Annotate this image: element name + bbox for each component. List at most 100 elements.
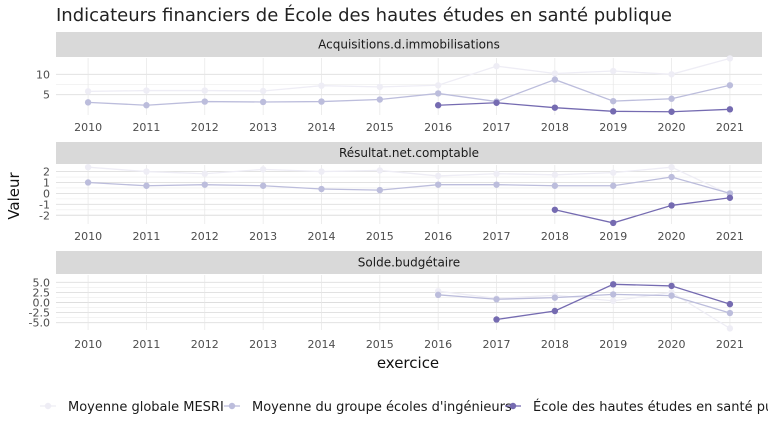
series-line — [438, 102, 730, 113]
data-point — [610, 219, 617, 227]
data-point — [434, 82, 442, 89]
data-point — [84, 99, 92, 106]
data-point — [434, 181, 442, 188]
facet-strip-label: Résultat.net.comptable — [339, 146, 479, 160]
x-tick-label: 2012 — [191, 338, 219, 351]
data-point — [726, 325, 734, 332]
y-axis-title: Valeur — [5, 171, 23, 219]
data-point — [318, 98, 325, 105]
data-point — [143, 102, 150, 109]
x-tick-label: 2016 — [424, 230, 452, 243]
x-tick-label: 2020 — [658, 338, 686, 351]
data-point — [610, 291, 617, 298]
data-point — [726, 82, 734, 89]
x-tick-label: 2014 — [307, 338, 335, 351]
legend-label: Moyenne globale MESRI — [68, 400, 224, 415]
legend-key-point — [228, 402, 236, 410]
x-tick-label: 2018 — [541, 121, 569, 134]
facet-panel: Acquisitions.d.immobilisations 5 10 2010 201… — [36, 32, 762, 134]
x-tick-label: 2021 — [716, 338, 744, 351]
x-tick-label: 2015 — [366, 230, 394, 243]
y-tick-label: 2.5 — [33, 286, 51, 299]
data-point — [493, 170, 500, 177]
data-point — [610, 281, 617, 288]
data-point — [201, 181, 208, 188]
data-point — [201, 87, 208, 94]
facet-strip-label: Acquisitions.d.immobilisations — [318, 38, 500, 52]
facet-strip — [56, 251, 762, 274]
data-point — [726, 194, 734, 201]
y-tick-label: 0.0 — [33, 297, 51, 310]
series-line — [438, 293, 731, 314]
data-point — [318, 168, 325, 175]
legend-label: Moyenne du groupe écoles d'ingénieurs — [252, 400, 512, 415]
data-point — [376, 167, 384, 174]
data-point — [493, 62, 500, 70]
x-axis-title: exercice — [377, 354, 439, 372]
data-point — [551, 104, 559, 111]
x-tick-label: 2019 — [599, 121, 627, 134]
series-line — [88, 78, 731, 106]
x-tick-label: 2018 — [541, 338, 569, 351]
data-point — [726, 106, 734, 113]
x-tick-label: 2018 — [541, 230, 569, 243]
data-point — [493, 316, 500, 323]
data-point — [434, 90, 442, 97]
facet-strip — [56, 142, 762, 164]
x-tick-label: 2011 — [132, 230, 160, 243]
data-point — [668, 173, 675, 181]
y-tick-label: -2 — [39, 209, 50, 222]
data-point — [493, 99, 500, 106]
x-tick-label: 2013 — [249, 121, 277, 134]
x-tick-label: 2010 — [74, 230, 102, 243]
x-tick-label: 2010 — [74, 121, 102, 134]
facet-strip — [56, 32, 762, 57]
series-line — [88, 176, 731, 195]
series-line — [88, 57, 731, 93]
x-tick-label: 2011 — [132, 338, 160, 351]
x-tick-label: 2020 — [658, 230, 686, 243]
data-point — [551, 206, 559, 213]
data-point — [668, 202, 675, 209]
data-point — [551, 182, 559, 189]
data-point — [551, 307, 559, 315]
x-tick-label: 2014 — [307, 121, 335, 134]
x-tick-label: 2013 — [249, 338, 277, 351]
y-tick-label: 0 — [43, 187, 50, 200]
x-tick-label: 2016 — [424, 338, 452, 351]
series-line — [88, 166, 731, 196]
data-point — [376, 96, 384, 103]
x-tick-label: 2015 — [366, 338, 394, 351]
data-point — [143, 168, 150, 175]
y-tick-label: 1 — [43, 176, 50, 189]
x-tick-label: 2011 — [132, 121, 160, 134]
x-tick-label: 2019 — [599, 338, 627, 351]
x-tick-label: 2013 — [249, 230, 277, 243]
y-tick-label: 10 — [36, 68, 50, 81]
data-point — [376, 186, 384, 194]
data-point — [610, 108, 617, 115]
data-point — [259, 98, 267, 106]
chart-title: Indicateurs financiers de École des haut… — [56, 4, 672, 26]
data-point — [434, 172, 442, 180]
data-point — [84, 179, 92, 186]
x-tick-label: 2015 — [366, 121, 394, 134]
data-point — [551, 70, 559, 77]
data-point — [259, 166, 267, 173]
x-tick-label: 2017 — [483, 230, 511, 243]
data-point — [668, 282, 675, 290]
data-point — [726, 55, 734, 62]
x-tick-label: 2012 — [191, 230, 219, 243]
y-tick-label: -1 — [39, 198, 50, 211]
data-point — [668, 108, 675, 115]
legend: Moyenne globale MESRI Moyenne du groupe é… — [40, 399, 768, 415]
series-line — [554, 197, 730, 224]
legend-item: École des hautes études en santé publiqu… — [505, 399, 768, 415]
legend-key-point — [44, 402, 52, 410]
data-point — [668, 95, 675, 102]
data-point — [610, 169, 617, 176]
x-tick-label: 2010 — [74, 338, 102, 351]
data-point — [259, 87, 267, 95]
